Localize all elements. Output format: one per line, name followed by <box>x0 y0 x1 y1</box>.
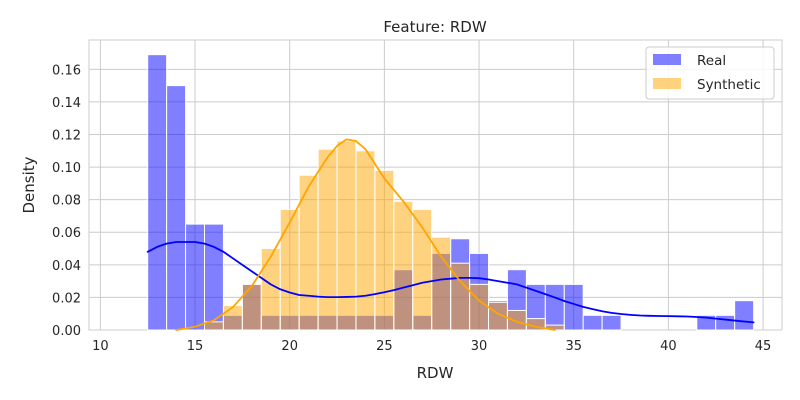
x-tick-label: 35 <box>565 339 582 354</box>
legend-label-synthetic: Synthetic <box>697 77 761 93</box>
legend-swatch-real <box>653 54 681 65</box>
legend-label-real: Real <box>697 53 726 69</box>
synthetic-bar <box>506 309 527 331</box>
y-tick-label: 0.10 <box>52 161 81 176</box>
y-tick-label: 0.00 <box>52 324 81 339</box>
real-bar <box>601 314 622 331</box>
real-bar <box>582 314 603 331</box>
synthetic-histogram <box>204 140 565 331</box>
real-bar <box>734 300 755 331</box>
synthetic-bar <box>469 283 490 331</box>
real-bar <box>185 223 205 331</box>
synthetic-bar <box>279 208 300 331</box>
legend-swatch-synthetic <box>653 78 681 89</box>
synthetic-bar <box>241 283 262 331</box>
legend: Real Synthetic <box>645 46 775 100</box>
real-bar <box>166 85 187 331</box>
y-tick-label: 0.12 <box>52 128 81 143</box>
y-tick-label: 0.08 <box>52 194 81 209</box>
synthetic-kde-line <box>175 138 556 331</box>
synthetic-bar <box>431 236 452 331</box>
y-tick-label: 0.16 <box>52 63 81 78</box>
real-bar <box>563 283 584 331</box>
chart-title: Feature: RDW <box>383 18 486 36</box>
real-bar <box>147 54 168 331</box>
x-tick-label: 15 <box>187 339 204 354</box>
x-tick-label: 25 <box>376 339 393 354</box>
y-axis-label: Density <box>20 156 38 213</box>
real-bar <box>204 223 224 331</box>
real-kde-line <box>146 241 755 324</box>
synthetic-bar <box>317 148 338 331</box>
y-tick-label: 0.04 <box>52 259 81 274</box>
synthetic-bar <box>355 150 376 331</box>
synthetic-bar <box>260 248 281 331</box>
x-ticks: 10 15 20 25 30 35 40 45 <box>92 339 771 354</box>
y-tick-label: 0.02 <box>52 291 81 306</box>
y-tick-label: 0.14 <box>52 96 81 111</box>
synthetic-bar <box>222 305 243 331</box>
synthetic-bar <box>374 169 395 331</box>
x-tick-label: 10 <box>92 339 109 354</box>
synthetic-bar <box>336 140 357 331</box>
x-axis-label: RDW <box>417 364 454 382</box>
x-tick-label: 40 <box>660 339 677 354</box>
synthetic-bar <box>393 200 414 331</box>
x-tick-label: 30 <box>471 339 488 354</box>
x-tick-label: 20 <box>281 339 298 354</box>
y-ticks: 0.00 0.02 0.04 0.06 0.08 0.10 0.12 0.14 0.16 <box>52 63 81 339</box>
real-bar <box>715 314 736 331</box>
x-tick-label: 45 <box>755 339 772 354</box>
y-tick-label: 0.06 <box>52 226 81 241</box>
real-bar <box>544 283 565 331</box>
kde-lines <box>146 138 755 331</box>
